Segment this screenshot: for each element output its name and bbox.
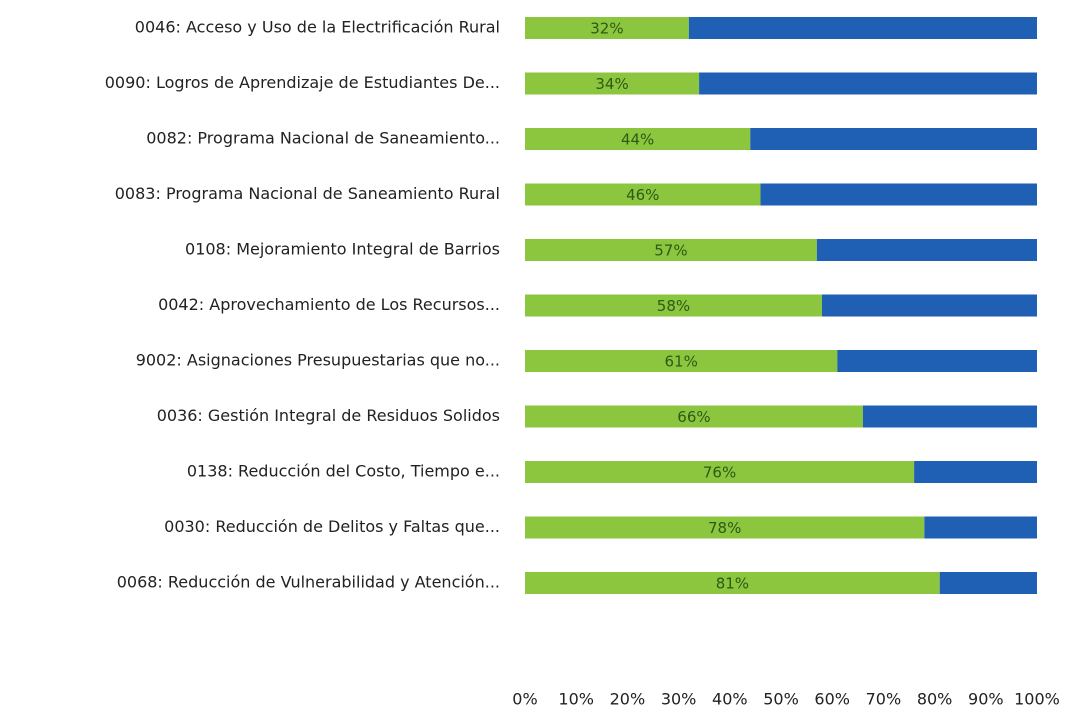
value-label: 46%: [626, 186, 659, 204]
value-label: 81%: [716, 575, 749, 593]
category-label: 0036: Gestión Integral de Residuos Solid…: [157, 406, 500, 425]
bar-segment: [525, 72, 700, 95]
bar-segment: [525, 17, 689, 39]
bar-segment: [914, 461, 1037, 483]
bar-segment: [816, 239, 1037, 261]
x-tick-label: 30%: [661, 690, 697, 709]
category-label: 0138: Reducción del Costo, Tiempo e...: [187, 462, 500, 481]
bar-segment: [525, 294, 822, 317]
bar-segment: [525, 405, 863, 428]
x-tick-label: 60%: [814, 690, 850, 709]
x-tick-label: 90%: [968, 690, 1004, 709]
bar-segment: [837, 350, 1037, 372]
category-label: 0068: Reducción de Vulnerabilidad y Aten…: [117, 573, 500, 592]
bar-segment: [688, 17, 1037, 39]
value-label: 76%: [703, 464, 736, 482]
value-label: 78%: [708, 519, 741, 537]
category-label: 0082: Programa Nacional de Saneamiento..…: [146, 129, 500, 148]
category-label: 0090: Logros de Aprendizaje de Estudiant…: [105, 73, 500, 92]
category-label: 0046: Acceso y Uso de la Electrificación…: [135, 18, 500, 37]
bar-segment: [760, 183, 1037, 206]
value-label: 34%: [595, 75, 628, 93]
x-tick-label: 0%: [512, 690, 537, 709]
x-tick-label: 40%: [712, 690, 748, 709]
value-label: 61%: [664, 353, 697, 371]
x-tick-label: 10%: [558, 690, 594, 709]
x-tick-label: 20%: [610, 690, 646, 709]
bar-segment: [525, 461, 915, 483]
bar-segment: [525, 239, 817, 261]
category-label: 0083: Programa Nacional de Saneamiento R…: [115, 184, 500, 203]
bar-segment: [939, 572, 1037, 594]
x-tick-label: 100%: [1014, 690, 1060, 709]
value-label: 32%: [590, 20, 623, 38]
category-label: 0108: Mejoramiento Integral de Barrios: [185, 240, 500, 259]
bar-segment: [525, 350, 838, 372]
bar-segment: [924, 516, 1037, 539]
x-tick-label: 70%: [866, 690, 902, 709]
bar-segment: [699, 72, 1037, 95]
value-label: 58%: [657, 297, 690, 315]
bar-segment: [525, 128, 751, 150]
bar-segment: [862, 405, 1037, 428]
category-label: 9002: Asignaciones Presupuestarias que n…: [136, 351, 500, 370]
category-label: 0042: Aprovechamiento de Los Recursos...: [158, 295, 500, 314]
value-label: 66%: [677, 408, 710, 426]
bar-segment: [525, 516, 925, 539]
bar-segment: [525, 183, 761, 206]
value-label: 44%: [621, 131, 654, 149]
category-label: 0030: Reducción de Delitos y Faltas que.…: [164, 517, 500, 536]
x-tick-label: 80%: [917, 690, 953, 709]
bar-segment: [750, 128, 1037, 150]
bar-segment: [525, 572, 940, 594]
bar-segment: [821, 294, 1037, 317]
value-label: 57%: [654, 242, 687, 260]
x-tick-label: 50%: [763, 690, 799, 709]
